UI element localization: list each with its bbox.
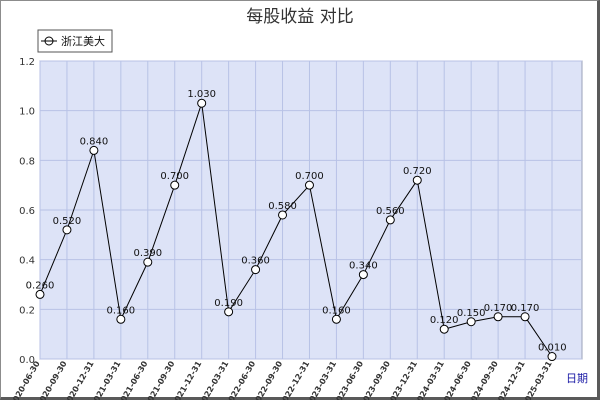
legend: 浙江美大 [37, 29, 113, 53]
legend-box [37, 29, 113, 53]
data-point [143, 257, 153, 267]
data-point [493, 312, 503, 322]
data-label: 0.560 [376, 206, 405, 217]
data-label: 0.260 [26, 280, 55, 291]
data-point [62, 225, 72, 235]
data-point [331, 314, 341, 324]
data-point [358, 270, 368, 280]
data-label: 1.030 [187, 89, 216, 100]
data-label: 0.150 [457, 308, 486, 319]
data-point [35, 289, 45, 299]
data-point [304, 180, 314, 190]
data-label: 0.700 [295, 171, 324, 182]
y-tick-label: 0.8 [19, 156, 35, 167]
data-point [251, 265, 261, 275]
data-point [385, 215, 395, 225]
grid-lines [39, 60, 582, 360]
data-point [278, 210, 288, 220]
data-point [520, 312, 530, 322]
data-label: 0.580 [268, 201, 297, 212]
data-label: 0.700 [160, 171, 189, 182]
y-tick-label: 0.6 [19, 206, 35, 217]
data-label: 0.840 [80, 136, 109, 147]
data-label: 0.170 [511, 303, 540, 314]
legend-label: 浙江美大 [61, 34, 105, 48]
data-point [439, 324, 449, 334]
y-tick-label: 1.2 [19, 57, 35, 68]
data-label: 0.340 [349, 261, 378, 272]
y-tick-label: 0.2 [19, 305, 35, 316]
data-point [116, 314, 126, 324]
data-label: 0.360 [241, 256, 270, 267]
x-axis-ticks: 2020-06-302020-09-302020-12-312021-03-31… [8, 359, 554, 400]
data-label: 0.390 [133, 248, 162, 259]
data-label: 0.520 [53, 216, 82, 227]
data-point [412, 175, 422, 185]
chart-title: 每股收益 对比 [246, 7, 353, 27]
data-label: 0.160 [322, 305, 351, 316]
y-axis-ticks: 0.0 0.2 0.4 0.6 0.8 1.0 1.2 [19, 57, 35, 366]
data-label: 0.010 [538, 343, 567, 354]
data-point [466, 317, 476, 327]
data-label: 0.170 [484, 303, 513, 314]
data-point [170, 180, 180, 190]
data-label: 0.160 [107, 305, 136, 316]
y-tick-label: 1.0 [19, 107, 35, 118]
y-tick-label: 0.0 [19, 355, 35, 366]
data-point [224, 307, 234, 317]
series-line [39, 103, 553, 357]
y-tick-label: 0.4 [19, 256, 35, 267]
series-group: 0.260 0.520 0.840 0.160 0.390 0.700 1.030 0.190… [26, 89, 567, 362]
data-label: 0.720 [403, 166, 432, 177]
data-point [547, 352, 557, 362]
x-axis-title: 日期 [566, 372, 588, 385]
data-point [197, 98, 207, 108]
legend-marker-icon [44, 36, 54, 46]
data-label: 0.190 [214, 298, 243, 309]
data-label: 0.120 [430, 315, 459, 326]
data-point [89, 145, 99, 155]
